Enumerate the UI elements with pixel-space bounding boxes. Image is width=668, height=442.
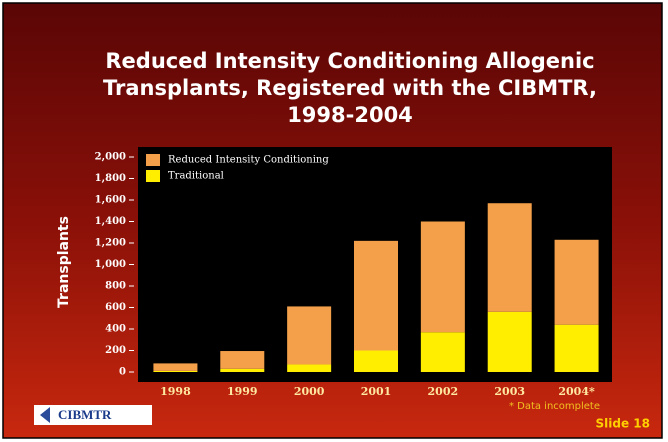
logo-text: CIBMTR [58,407,112,422]
legend-label: Reduced Intensity Conditioning [168,155,329,166]
y-tick-label: 1,600 [95,195,126,206]
y-tick-label: 800 [105,281,126,292]
y-tick-label: 1,000 [95,259,126,270]
bar-segment [420,332,465,372]
bar-segment [153,370,198,372]
bar-segment [287,306,332,365]
x-tick-label: 1999 [227,385,258,398]
y-axis-label: Transplants [56,216,72,308]
bar-segment [487,203,532,312]
annotation: * Data incomplete [509,401,600,412]
bar-segment [153,363,198,371]
bar-segment [554,324,599,372]
title-line: Transplants, Registered with the CIBMTR, [103,76,597,100]
x-tick-label: 2004* [558,385,595,398]
slide-number: Slide 18 [596,417,650,431]
y-tick-label: 400 [105,324,126,335]
y-tick-label: 2,000 [95,152,126,163]
bar-segment [487,311,532,372]
bar-segment [554,239,599,325]
bar-segment [420,221,465,333]
y-tick-label: 1,800 [95,173,126,184]
bar-segment [220,368,265,372]
x-tick-label: 1998 [160,385,191,398]
legend-swatch [146,170,160,182]
x-tick-label: 2000 [294,385,325,398]
y-tick-label: 200 [105,345,126,356]
legend-swatch [146,154,160,166]
legend-label: Traditional [168,171,224,182]
bar-segment [220,351,265,369]
x-tick-label: 2001 [361,385,392,398]
y-tick-label: 1,200 [95,238,126,249]
bar-segment [354,350,398,372]
bar-segment [287,364,332,372]
title-line: 1998-2004 [287,103,413,127]
x-tick-label: 2003 [494,385,525,398]
y-tick-label: 1,400 [95,216,126,227]
x-tick-label: 2002 [428,385,459,398]
y-tick-label: 600 [105,302,126,313]
logo-box [34,405,152,425]
logo-icon [40,407,50,423]
y-tick-label: 0 [119,367,126,378]
bar-segment [354,240,398,351]
title-line: Reduced Intensity Conditioning Allogenic [105,49,594,73]
